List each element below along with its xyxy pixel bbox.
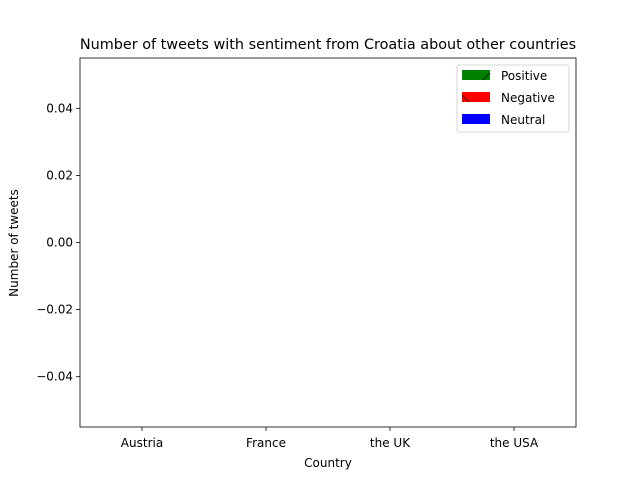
y-tick-label: −0.04 — [36, 370, 73, 384]
chart-title: Number of tweets with sentiment from Cro… — [80, 37, 576, 53]
legend-label: Neutral — [501, 113, 545, 127]
legend: Positive Negative Neutral — [456, 64, 570, 133]
x-tick-label: Austria — [121, 436, 163, 450]
x-tick-label: the UK — [370, 436, 411, 450]
y-tick-label: 0.00 — [46, 236, 73, 250]
x-axis: Austria France the UK the USA — [121, 427, 539, 450]
x-tick-label: France — [246, 436, 286, 450]
legend-label: Negative — [501, 91, 555, 105]
legend-swatch — [462, 70, 490, 80]
y-axis: −0.04 −0.02 0.00 0.02 0.04 — [36, 101, 80, 384]
y-axis-label: Number of tweets — [7, 189, 21, 297]
x-axis-label: Country — [304, 456, 352, 470]
y-tick-label: 0.02 — [46, 168, 73, 182]
legend-swatch — [462, 114, 490, 124]
x-tick-label: the USA — [490, 436, 539, 450]
legend-label: Positive — [501, 69, 547, 83]
y-tick-label: 0.04 — [46, 101, 73, 115]
y-tick-label: −0.02 — [36, 303, 73, 317]
legend-swatch — [462, 92, 490, 102]
